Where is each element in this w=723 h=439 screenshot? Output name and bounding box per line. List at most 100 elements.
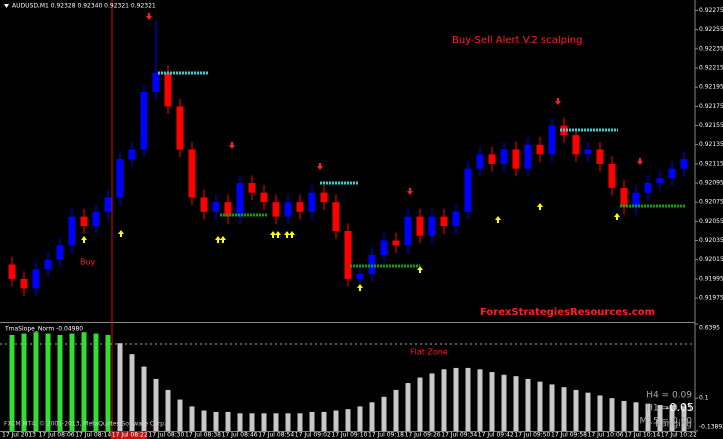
x-tick-label: 17 Jul 10:06	[588, 432, 624, 439]
x-tick-label: 17 Jul 09:10	[331, 432, 367, 439]
histogram-bar	[237, 413, 243, 431]
histogram-bar	[429, 373, 435, 431]
buy-arrow	[537, 203, 543, 210]
x-tick-label: 17 Jul 2013	[2, 432, 36, 439]
candle-body	[20, 278, 28, 289]
slope-value: -0.05	[666, 401, 694, 414]
buy-arrow	[81, 236, 87, 243]
y-tick-label: 0.92135	[699, 141, 723, 148]
x-tick-label: 17 Jul 09:42	[478, 432, 514, 439]
candle-body	[668, 168, 676, 179]
histogram-bar	[117, 343, 123, 431]
candle-body	[128, 149, 136, 160]
candle-body	[404, 216, 412, 246]
x-tick-label: 17 Jul 09:18	[368, 432, 404, 439]
histogram-bar	[441, 369, 447, 431]
histogram-bar	[189, 406, 195, 431]
histogram-bar	[9, 334, 15, 431]
y-tick-label: 0.6395	[699, 325, 720, 332]
buy-arrow	[215, 236, 221, 243]
histogram-bar	[153, 378, 159, 431]
buy-arrow	[275, 231, 281, 238]
candle-body	[68, 216, 76, 246]
y-tick-label: 0.91975	[699, 295, 723, 302]
histogram-bar	[381, 396, 387, 431]
y-tick-label: -0.13892	[699, 424, 723, 431]
candle-body	[308, 192, 316, 212]
x-tick-label: 17 Jul 09:26	[405, 432, 441, 439]
candle-body	[392, 240, 400, 246]
histogram-bar	[609, 398, 615, 431]
histogram-bar	[489, 372, 495, 431]
candle-body	[632, 192, 640, 207]
candle-body	[332, 202, 340, 231]
x-tick-label: 17 Jul 08:30	[148, 432, 184, 439]
histogram-bar	[201, 410, 207, 431]
histogram-bar	[681, 406, 687, 431]
sell-arrow	[637, 158, 643, 165]
y-tick-label: 0.92035	[699, 237, 723, 244]
candle-body	[536, 144, 544, 155]
candle-body	[116, 159, 124, 198]
candle-body	[200, 197, 208, 212]
candle-body	[416, 216, 424, 236]
histogram-bar	[573, 389, 579, 431]
candle-body	[584, 149, 592, 155]
histogram-bar	[309, 411, 315, 431]
y-tick-label: 0.92055	[699, 218, 723, 225]
buy-arrow	[284, 231, 290, 238]
candle-body	[572, 135, 580, 155]
histogram-bar	[657, 405, 663, 431]
candle-body	[644, 183, 652, 193]
histogram-bar	[213, 411, 219, 431]
strategy-title: Buy-Sell Alert V.2 scalping	[452, 35, 582, 46]
histogram-bar	[357, 406, 363, 431]
histogram-bar	[129, 354, 135, 431]
candle-body	[164, 72, 172, 107]
buy-arrow	[357, 284, 363, 291]
y-tick-label: 0.92215	[699, 65, 723, 72]
y-tick-label: 0.1	[699, 395, 709, 402]
symbol-icon	[4, 4, 9, 8]
candle-body	[428, 216, 436, 236]
histogram-bar	[369, 402, 375, 431]
candle-body	[452, 211, 460, 227]
histogram-bar	[45, 333, 51, 431]
histogram-bar	[69, 333, 75, 431]
candle-body	[680, 159, 688, 169]
histogram-bar	[477, 369, 483, 431]
histogram-bar	[33, 332, 39, 431]
indicator-title: TmaSlope_Norm -0.04980	[4, 326, 83, 333]
histogram-bar	[513, 376, 519, 431]
candle-body	[296, 202, 304, 212]
histogram-bar	[177, 399, 183, 431]
candle-body	[284, 202, 292, 217]
readout: M15 = 0.10	[639, 417, 692, 427]
histogram-bar	[645, 403, 651, 431]
candle-body	[32, 269, 40, 289]
y-tick-label: 0.92175	[699, 103, 723, 110]
buy-label: Buy	[80, 258, 96, 267]
y-tick-label: 0.92195	[699, 84, 723, 91]
candle-body	[524, 144, 532, 169]
candle-body	[464, 168, 472, 212]
histogram-bar	[273, 413, 279, 431]
candle-body	[488, 154, 496, 164]
y-tick-label: 0.92275	[699, 7, 723, 14]
candle-body	[620, 187, 628, 207]
histogram-bar	[633, 402, 639, 431]
candle-body	[500, 149, 508, 164]
histogram-bar	[393, 389, 399, 431]
histogram-bar	[21, 333, 27, 431]
candle-body	[236, 183, 244, 217]
histogram-bar	[285, 413, 291, 431]
buy-arrow	[417, 266, 423, 273]
histogram-bar	[465, 367, 471, 431]
time-highlight	[110, 431, 147, 439]
sell-arrow	[407, 188, 413, 195]
histogram-bar	[525, 378, 531, 431]
histogram-bar	[501, 374, 507, 431]
y-tick-label: 0.92155	[699, 122, 723, 129]
